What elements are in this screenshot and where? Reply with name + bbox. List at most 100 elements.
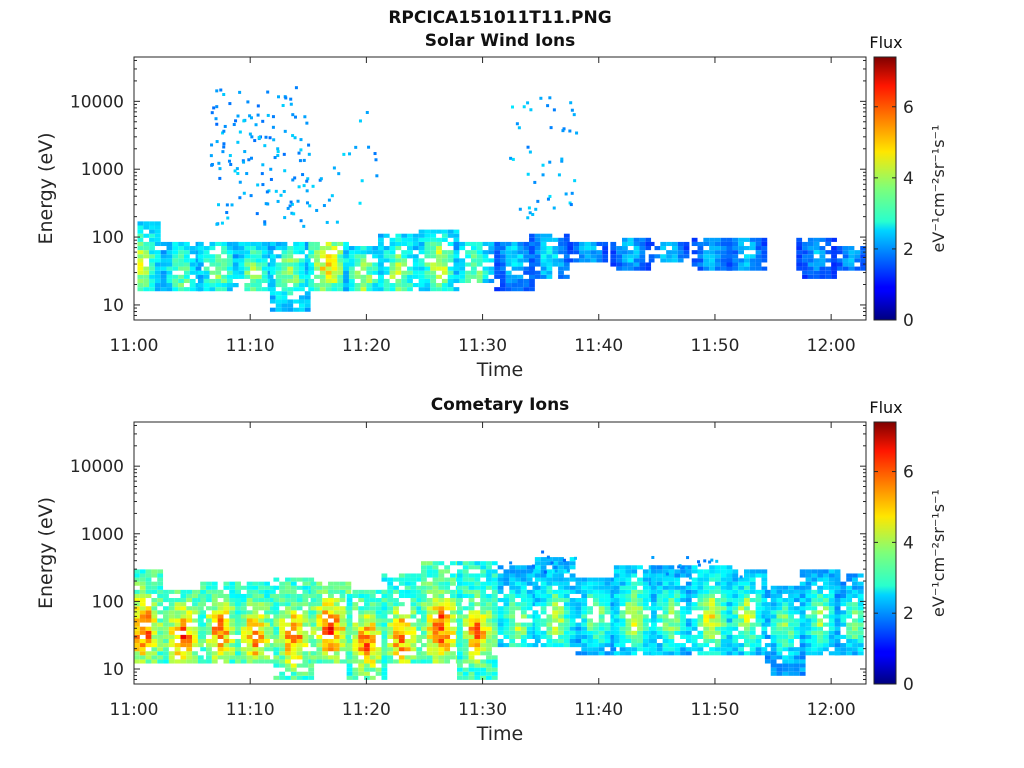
flux-cell [264, 630, 270, 635]
flux-cell [474, 577, 481, 582]
flux-cell [258, 585, 265, 590]
flux-cell [404, 659, 411, 664]
flux-cell [648, 258, 655, 263]
flux-cell [685, 573, 692, 578]
flux-cell [697, 602, 704, 607]
flux-cell [540, 241, 547, 247]
flux-cell [627, 250, 634, 255]
flux-cell [645, 241, 652, 247]
flux-cell [235, 626, 241, 631]
flux-cell [145, 630, 152, 635]
flux-cell [160, 270, 167, 275]
flux-cell [240, 630, 247, 635]
flux-cell [680, 569, 686, 574]
flux-cell [192, 606, 198, 611]
flux-cell [857, 634, 864, 639]
flux-cell [480, 598, 487, 603]
flux-cell [642, 602, 649, 607]
flux-cell [438, 655, 445, 660]
flux-cell [352, 659, 359, 664]
flux-cell [364, 663, 370, 668]
flux-cell [258, 655, 265, 660]
flux-cell [491, 602, 498, 607]
flux-cell [180, 659, 187, 664]
flux-cell [592, 598, 599, 603]
flux-cell [494, 254, 500, 259]
flux-cell [793, 626, 800, 631]
flux-cell [584, 250, 591, 255]
flux-cell [468, 618, 475, 623]
flux-cell [163, 634, 169, 639]
flux-cell [744, 626, 750, 631]
flux-cell [755, 589, 762, 594]
flux-cell [656, 634, 663, 639]
flux-cell [457, 569, 463, 574]
colorbar-tick-label: 4 [903, 169, 914, 189]
flux-cell [407, 283, 413, 288]
flux-cell [703, 573, 710, 578]
flux-cell [183, 254, 190, 259]
flux-cell [509, 643, 516, 648]
flux-cell [726, 630, 733, 635]
flux-cell [281, 241, 288, 247]
flux-cell [668, 593, 675, 599]
flux-cell [526, 614, 533, 619]
flux-cell [503, 610, 510, 615]
flux-point [255, 212, 259, 216]
flux-cell [172, 250, 179, 255]
flux-cell [246, 610, 253, 615]
flux-cell [290, 618, 297, 623]
flux-point [710, 558, 714, 562]
flux-cell [788, 598, 794, 603]
flux-point [375, 174, 379, 178]
flux-cell [563, 250, 570, 255]
flux-cell [520, 626, 527, 631]
flux-cell [269, 593, 276, 599]
flux-cell [755, 643, 762, 648]
flux-cell [410, 622, 417, 627]
flux-cell [322, 610, 329, 615]
flux-cell [656, 589, 663, 594]
flux-cell [680, 593, 686, 599]
flux-cell [619, 647, 626, 652]
flux-cell [269, 585, 276, 590]
flux-cell [441, 283, 448, 288]
flux-cell [378, 250, 384, 255]
flux-cell [497, 598, 504, 603]
flux-point [272, 138, 276, 142]
flux-point [250, 135, 254, 139]
flux-cell [470, 246, 477, 251]
flux-point [289, 97, 293, 101]
flux-cell [145, 618, 152, 623]
flux-cell [151, 651, 158, 656]
flux-cell [302, 643, 309, 648]
flux-cell [134, 659, 140, 664]
flux-cell [302, 589, 309, 594]
flux-cell [447, 270, 454, 275]
flux-cell [468, 573, 475, 578]
flux-cell [823, 643, 829, 648]
flux-cell [192, 610, 198, 615]
flux-point [302, 224, 306, 228]
flux-cell [831, 254, 837, 259]
flux-cell [691, 258, 698, 263]
flux-cell [387, 618, 394, 623]
flux-cell [281, 246, 288, 251]
flux-cell [604, 630, 611, 635]
flux-cell [328, 655, 334, 660]
flux-cell [546, 237, 553, 242]
flux-cell [828, 634, 835, 639]
flux-cell [381, 651, 388, 656]
flux-cell [178, 241, 184, 247]
flux-cell [420, 589, 427, 594]
flux-cell [523, 258, 530, 263]
flux-cell [364, 618, 370, 623]
flux-cell [497, 610, 504, 615]
flux-cell [215, 283, 222, 288]
flux-cell [412, 262, 419, 267]
flux-cell [246, 626, 253, 631]
flux-cell [540, 262, 547, 267]
flux-cell [523, 283, 530, 288]
flux-cell [569, 573, 576, 578]
flux-cell [432, 610, 439, 615]
